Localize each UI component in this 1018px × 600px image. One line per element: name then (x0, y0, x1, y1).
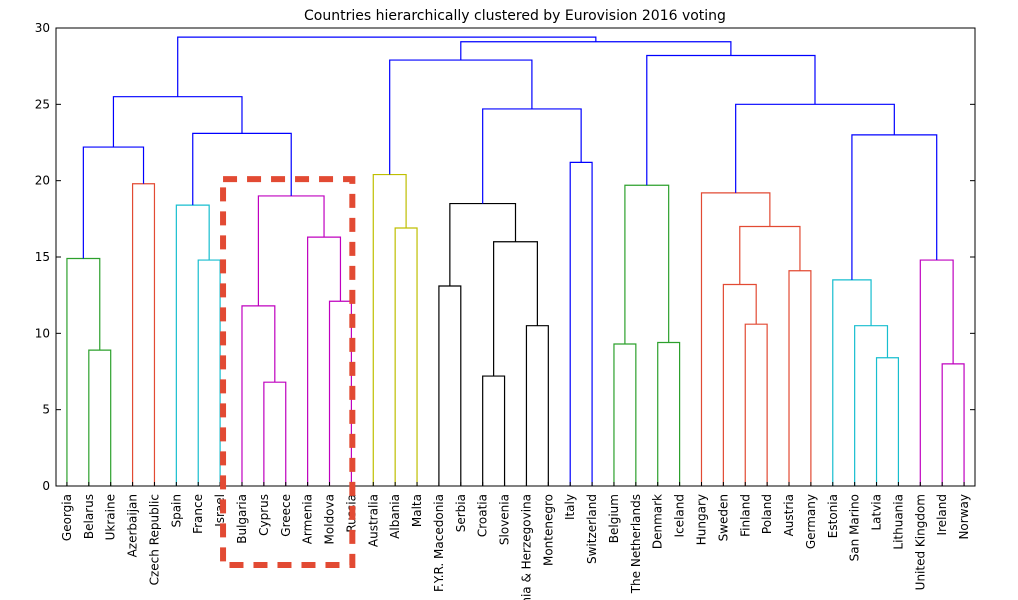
leaf-label-12: Moldova (323, 494, 337, 544)
leaf-label-30: Sweden (716, 494, 730, 541)
dendrogram-link-19 (449, 202, 517, 287)
dendrogram-links (66, 36, 965, 486)
dendrogram-link-28 (788, 270, 812, 486)
leaf-label-28: Iceland (673, 494, 687, 537)
y-tick-label-10: 10 (35, 326, 50, 340)
y-tick-label-25: 25 (35, 97, 50, 111)
leaf-label-34: Germany (804, 494, 818, 549)
y-axis: 0 5 10 15 20 25 30 (35, 21, 975, 493)
y-tick-label-5: 5 (42, 403, 50, 417)
dendrogram-link-9 (307, 236, 342, 486)
dendrogram-link-38 (646, 54, 816, 186)
y-tick-label-20: 20 (35, 174, 50, 188)
dendrogram-link-20 (569, 161, 593, 486)
dendrogram-link-31 (875, 357, 900, 486)
dendrogram-link-0 (88, 349, 112, 486)
leaf-label-15: Albania (388, 494, 402, 539)
leaf-label-41: Norway (957, 494, 971, 540)
x-axis: Georgia Belarus Ukraine Azerbaijan Czech Rep… (60, 482, 971, 600)
leaf-label-21: Bosnia & Herzegovina (519, 494, 533, 600)
dendrogram-link-33 (832, 279, 872, 486)
dendrogram-link-32 (854, 325, 889, 486)
leaf-label-19: Croatia (476, 494, 490, 537)
leaf-label-6: France (191, 494, 205, 534)
leaf-label-24: Switzerland (585, 494, 599, 564)
leaf-label-1: Belarus (82, 494, 96, 539)
leaf-label-36: San Marino (848, 494, 862, 561)
leaf-label-38: Lithuania (891, 494, 905, 550)
dendrogram-link-11 (192, 132, 292, 206)
leaf-label-8: Bulgaria (235, 494, 249, 544)
highlight-box (220, 176, 356, 568)
leaf-label-32: Poland (760, 494, 774, 534)
dendrogram-link-10 (257, 195, 325, 306)
leaf-label-2: Ukraine (104, 494, 118, 540)
y-tick-label-0: 0 (42, 479, 50, 493)
dendrogram-link-24 (657, 341, 681, 486)
dendrogram-link-1 (66, 257, 101, 486)
dendrogram-link-3 (82, 146, 145, 259)
leaf-label-40: Ireland (935, 494, 949, 536)
dendrogram-link-6 (263, 381, 287, 486)
leaf-label-20: Slovenia (498, 494, 512, 545)
highlight-annotation (220, 176, 356, 568)
dendrogram-link-26 (744, 323, 768, 486)
dendrogram-link-39 (460, 41, 732, 61)
leaf-label-9: Cyprus (257, 494, 271, 536)
y-tick-label-30: 30 (35, 21, 50, 35)
leaf-label-23: Italy (563, 494, 577, 520)
dendrogram-link-7 (241, 305, 276, 486)
leaf-label-18: Serbia (454, 494, 468, 532)
y-tick-label-15: 15 (35, 250, 50, 264)
chart-title: Countries hierarchically clustered by Eu… (304, 8, 726, 24)
leaf-label-14: Australia (366, 494, 380, 547)
leaf-label-35: Estonia (826, 494, 840, 538)
leaf-label-0: Georgia (60, 494, 74, 541)
dendrogram-link-34 (941, 363, 965, 486)
leaf-label-3: Azerbaijan (126, 494, 140, 557)
leaf-label-25: Belgium (607, 494, 621, 543)
dendrogram-link-30 (700, 192, 771, 486)
dendrogram-link-8 (328, 300, 352, 486)
dendrogram-link-5 (175, 204, 210, 486)
dendrogram-link-4 (197, 259, 221, 486)
dendrogram-link-35 (919, 259, 954, 486)
dendrogram-link-18 (493, 241, 538, 377)
dendrogram-link-17 (525, 325, 549, 486)
leaf-label-26: The Netherlands (629, 494, 643, 594)
dendrogram-link-13 (394, 227, 418, 486)
leaf-label-5: Spain (169, 494, 183, 528)
leaf-label-31: Finland (738, 494, 752, 537)
dendrogram-link-2 (131, 183, 156, 486)
dendrogram-link-27 (722, 283, 757, 486)
leaf-label-29: Hungary (694, 494, 708, 545)
dendrogram-link-37 (735, 103, 895, 193)
dendrogram-link-36 (851, 134, 938, 280)
leaf-label-11: Armenia (301, 494, 315, 544)
dendrogram-link-21 (482, 108, 582, 204)
dendrogram-link-12 (112, 96, 243, 148)
dendrogram-link-16 (482, 375, 506, 486)
dendrogram-link-15 (438, 285, 462, 486)
dendrogram-link-14 (372, 173, 407, 486)
leaf-label-10: Greece (279, 494, 293, 537)
leaf-label-39: United Kingdom (913, 494, 927, 590)
leaf-label-27: Denmark (651, 494, 665, 549)
leaf-label-16: Malta (410, 494, 424, 527)
leaf-label-22: Montenegro (541, 494, 555, 566)
dendrogram-link-22 (389, 59, 533, 175)
leaf-label-37: Latvia (870, 494, 884, 531)
dendrogram-link-40 (177, 36, 597, 97)
dendrogram-link-25 (624, 184, 670, 345)
leaf-label-4: Czech Republic (147, 494, 161, 585)
leaf-label-17: F.Y.R. Macedonia (432, 494, 446, 592)
leaf-label-33: Austria (782, 494, 796, 536)
dendrogram-link-29 (739, 225, 801, 285)
dendrogram-link-23 (613, 343, 637, 486)
